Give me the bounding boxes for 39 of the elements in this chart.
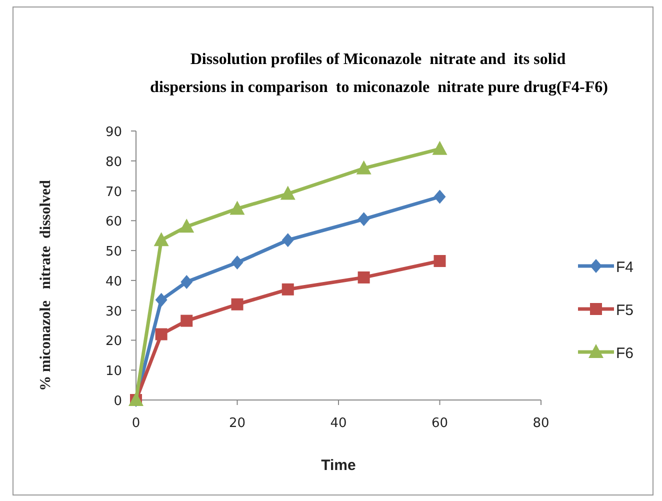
y-tick-label: 60 [105, 214, 122, 230]
point [358, 271, 370, 284]
point [358, 212, 370, 226]
y-axis-title: % miconazole nitrate dissolved [38, 179, 54, 391]
point [434, 190, 446, 204]
point [155, 292, 168, 307]
point [155, 328, 168, 340]
point [230, 200, 245, 215]
y-tick-label: 80 [105, 154, 122, 170]
point [282, 233, 294, 248]
y-tick-label: 0 [114, 394, 122, 409]
point [231, 298, 244, 310]
x-tick-label: 0 [132, 416, 140, 431]
point [282, 283, 294, 296]
point [180, 314, 193, 327]
legend-label: F6 [616, 345, 634, 362]
point [180, 274, 193, 289]
point [434, 255, 446, 268]
y-tick-label: 50 [105, 244, 122, 260]
y-tick-label: 90 [105, 125, 122, 140]
chart-title: Dissolution profiles of Miconazole nitrate and its solid dispersions in comparison to miconazole nitrate pure drug(F4-F6) [150, 51, 608, 96]
x-tick-label: 80 [532, 416, 550, 431]
y-tick-label: 30 [105, 304, 122, 320]
point [154, 232, 169, 246]
point [432, 140, 448, 155]
point [280, 186, 296, 200]
point [179, 218, 194, 233]
legend-label: F5 [616, 302, 634, 319]
x-tick-label: 40 [330, 416, 347, 431]
x-tick-label: 20 [228, 416, 246, 431]
x-tick-label: 60 [431, 416, 448, 431]
y-tick-label: 40 [105, 274, 122, 290]
x-axis-title: Time [321, 457, 356, 474]
y-tick-label: 10 [105, 364, 122, 380]
y-tick-label: 20 [105, 334, 122, 350]
y-tick-label: 70 [105, 184, 122, 200]
legend-label: F4 [616, 259, 634, 276]
point [231, 256, 244, 270]
point [356, 160, 372, 174]
